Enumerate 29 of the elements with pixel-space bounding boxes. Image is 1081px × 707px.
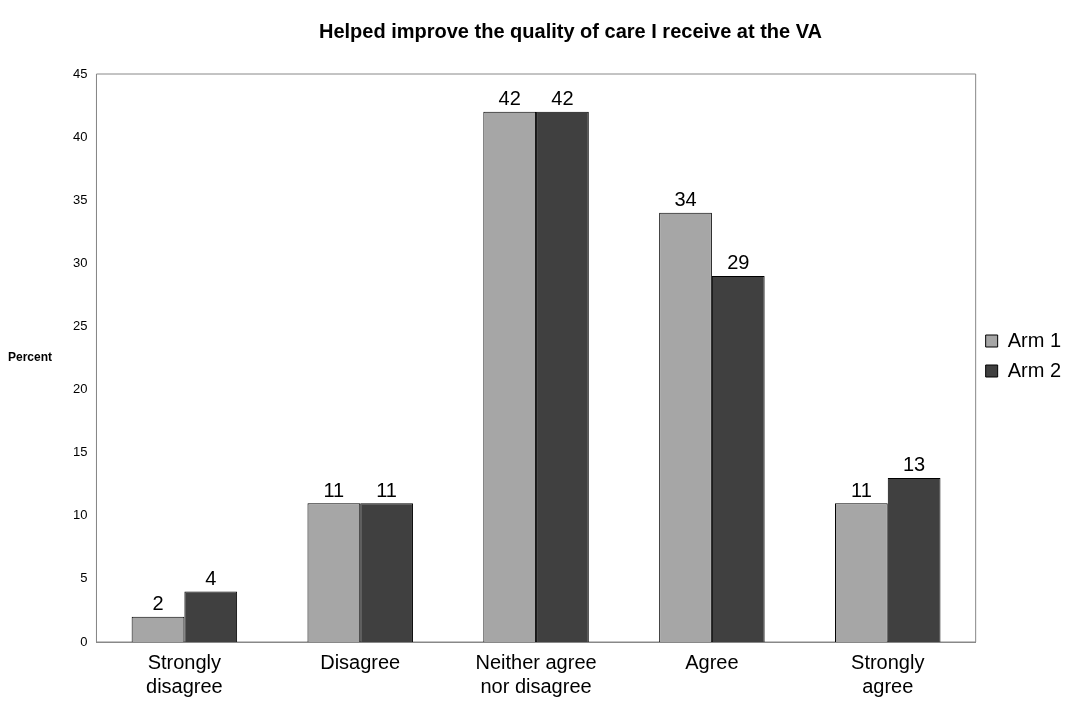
y-tick-label: 10 [72, 507, 88, 523]
legend-label: Arm 1 [1007, 328, 1061, 351]
legend-label: Arm 2 [1007, 358, 1061, 381]
chart-title: Helped improve the quality of care I receive at the VA [318, 19, 823, 42]
x-tick-label: Neither agree nor disagree [475, 650, 597, 697]
x-tick-label: Disagree [320, 650, 401, 673]
y-tick-label: 45 [72, 65, 88, 81]
y-tick-label: 5 [80, 570, 88, 586]
data-label: 42 [498, 87, 521, 110]
y-tick-label: 20 [72, 381, 88, 397]
data-label: 4 [205, 567, 217, 590]
y-tick-label: 30 [72, 254, 88, 270]
data-label: 11 [850, 478, 872, 501]
y-tick-label: 0 [80, 633, 88, 649]
data-label: 13 [902, 453, 926, 476]
y-tick-label: 40 [72, 128, 88, 144]
y-tick-label: 35 [72, 191, 88, 207]
data-label: 11 [376, 478, 397, 501]
data-label: 29 [727, 251, 750, 274]
y-tick-label: 25 [72, 318, 88, 334]
x-tick-label: Strongly agree [851, 650, 925, 697]
x-tick-label: Strongly disagree [146, 650, 223, 697]
y-axis-title: Percent [8, 350, 53, 365]
data-label: 34 [674, 188, 697, 211]
x-tick-label: Agree [685, 650, 739, 673]
y-tick-label: 15 [72, 444, 88, 460]
data-label: 2 [152, 592, 164, 615]
data-label: 11 [323, 478, 345, 501]
data-label: 42 [551, 87, 574, 110]
